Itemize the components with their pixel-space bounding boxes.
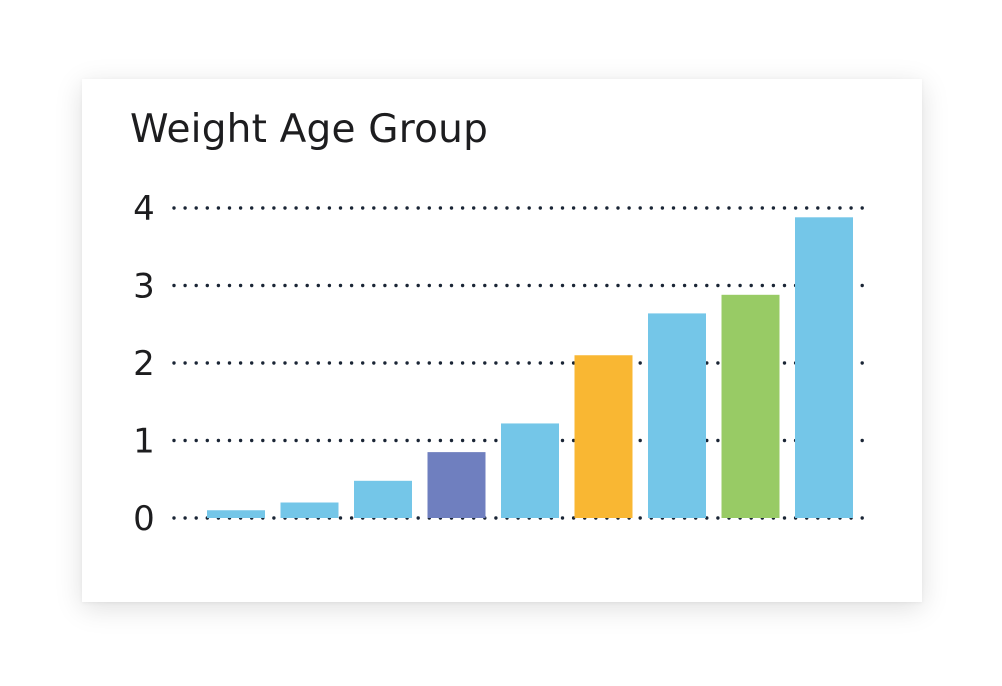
y-axis-ticks: 0 1 2 3 4 [133,189,155,539]
bar-9 [795,217,853,519]
bar-8 [721,294,780,518]
bar-7 [648,313,706,518]
bar-4 [427,452,486,518]
bar-2 [280,502,339,518]
chart-card: Weight Age Group 0 1 2 3 4 [82,79,922,602]
bar-5 [501,423,559,518]
bar-3 [354,480,412,518]
y-tick-label: 4 [133,189,155,229]
y-tick-label: 1 [133,422,155,462]
bar-chart: 0 1 2 3 4 [133,189,874,539]
bars [207,217,853,519]
y-tick-label: 0 [133,499,155,539]
bar-1 [207,510,265,518]
y-tick-label: 3 [133,267,155,307]
y-tick-label: 2 [133,344,155,384]
chart-title: Weight Age Group [130,107,489,152]
bar-6 [574,355,633,518]
